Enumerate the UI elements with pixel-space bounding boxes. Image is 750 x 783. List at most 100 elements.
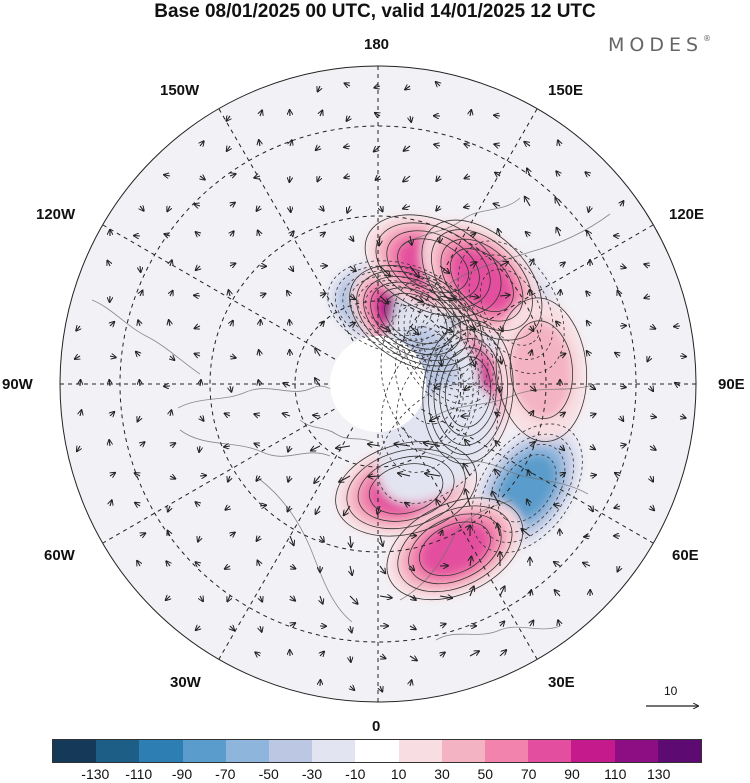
- wind-arrow: [379, 325, 390, 331]
- contour-line: [346, 448, 466, 530]
- wind-arrow: [530, 411, 533, 416]
- wind-arrow: [530, 621, 533, 627]
- wind-arrow: [590, 506, 593, 511]
- wind-arrow: [560, 413, 565, 417]
- wind-arrow: [260, 110, 262, 117]
- contour-line: [497, 454, 557, 523]
- wind-arrow: [560, 446, 564, 450]
- wind-arrow: [288, 506, 291, 511]
- wind-arrow: [469, 651, 479, 657]
- wind-arrow: [379, 265, 390, 276]
- wind-arrow: [499, 262, 508, 266]
- wind-arrow: [290, 535, 294, 545]
- wind-arrow: [350, 236, 353, 241]
- wind-arrow: [349, 595, 358, 604]
- wind-arrow: [368, 476, 381, 477]
- wind-arrow: [290, 205, 291, 212]
- wind-arrow: [675, 383, 680, 386]
- wind-arrow: [288, 475, 290, 482]
- wind-arrow: [530, 350, 532, 357]
- label-150w: 150W: [160, 82, 200, 99]
- wind-arrow: [649, 446, 656, 450]
- wind-arrow: [228, 475, 230, 482]
- wind-arrow: [430, 415, 441, 421]
- brand-logo: MODES®: [608, 34, 711, 56]
- wind-arrow: [227, 146, 230, 151]
- wind-arrow: [259, 350, 260, 357]
- wind-arrow: [196, 266, 200, 270]
- wind-arrow: [556, 171, 560, 176]
- wind-arrow: [195, 354, 201, 356]
- wind-arrow: [110, 412, 114, 416]
- contour-line: [357, 455, 455, 522]
- brand-name: MODES: [608, 34, 704, 56]
- wind-arrow: [380, 686, 382, 692]
- wind-arrow: [75, 356, 80, 359]
- colorbar-tick: -10: [345, 766, 366, 782]
- wind-arrow: [495, 470, 501, 477]
- wind-arrow: [522, 529, 531, 537]
- wind-arrow: [320, 535, 324, 542]
- colorbar-segment: [571, 740, 615, 762]
- wind-arrow: [290, 596, 295, 601]
- wind-arrow: [464, 144, 471, 146]
- wind-arrow: [170, 356, 174, 360]
- wind-arrow: [376, 176, 381, 180]
- contour-line: [479, 268, 543, 346]
- wind-arrow: [199, 445, 200, 452]
- wind-arrow: [339, 475, 351, 482]
- wind-arrow: [424, 443, 441, 446]
- label-0: 0: [372, 718, 381, 735]
- wind-arrow: [644, 264, 651, 266]
- wind-arrow: [194, 295, 201, 296]
- contour-line: [397, 505, 513, 593]
- wind-arrow: [560, 262, 565, 266]
- wind-arrow: [618, 291, 621, 296]
- wind-arrow: [436, 82, 440, 86]
- wind-arrow: [135, 473, 140, 476]
- wind-arrow: [644, 296, 651, 298]
- wind-arrow: [170, 410, 171, 417]
- contour-line: [398, 285, 494, 405]
- contour-line: [356, 270, 476, 367]
- wind-arrow: [260, 294, 266, 296]
- wind-arrow: [439, 596, 452, 598]
- wind-arrow: [229, 290, 231, 297]
- wind-arrow: [254, 414, 261, 416]
- wind-arrow: [229, 356, 236, 358]
- wind-arrow: [379, 596, 392, 598]
- wind-arrow: [169, 320, 170, 327]
- wind-arrow: [524, 142, 531, 146]
- colorbar-segment: [657, 740, 702, 762]
- wind-arrow: [615, 473, 620, 476]
- wind-arrow: [558, 620, 560, 627]
- wind-arrow: [109, 356, 116, 357]
- contour-line: [403, 292, 489, 398]
- wind-arrow: [225, 413, 230, 416]
- wind-arrow: [167, 206, 170, 211]
- wind-arrow: [497, 524, 500, 537]
- wind-arrow: [320, 294, 326, 297]
- wind-arrow: [196, 232, 200, 236]
- wind-arrow: [440, 652, 445, 656]
- colorbar-tick: 10: [390, 766, 407, 782]
- wind-arrow: [168, 505, 170, 512]
- contour-line: [444, 356, 492, 428]
- wind-arrow: [315, 378, 321, 387]
- wind-arrow: [368, 444, 381, 446]
- wind-arrow: [257, 206, 261, 211]
- contour-line: [386, 230, 480, 302]
- wind-arrow: [440, 355, 442, 366]
- contour-line: [364, 214, 502, 317]
- wind-arrow: [556, 322, 560, 327]
- colorbar-tick: -30: [301, 766, 323, 782]
- wind-arrow: [679, 416, 686, 418]
- wind-arrow: [464, 206, 471, 207]
- wind-arrow: [434, 144, 441, 146]
- wind-arrow: [587, 231, 590, 236]
- wind-arrow: [140, 291, 143, 297]
- wind-arrow: [283, 383, 291, 386]
- registered-mark: ®: [703, 34, 712, 43]
- wind-arrow: [258, 231, 260, 237]
- wind-arrow: [290, 140, 292, 147]
